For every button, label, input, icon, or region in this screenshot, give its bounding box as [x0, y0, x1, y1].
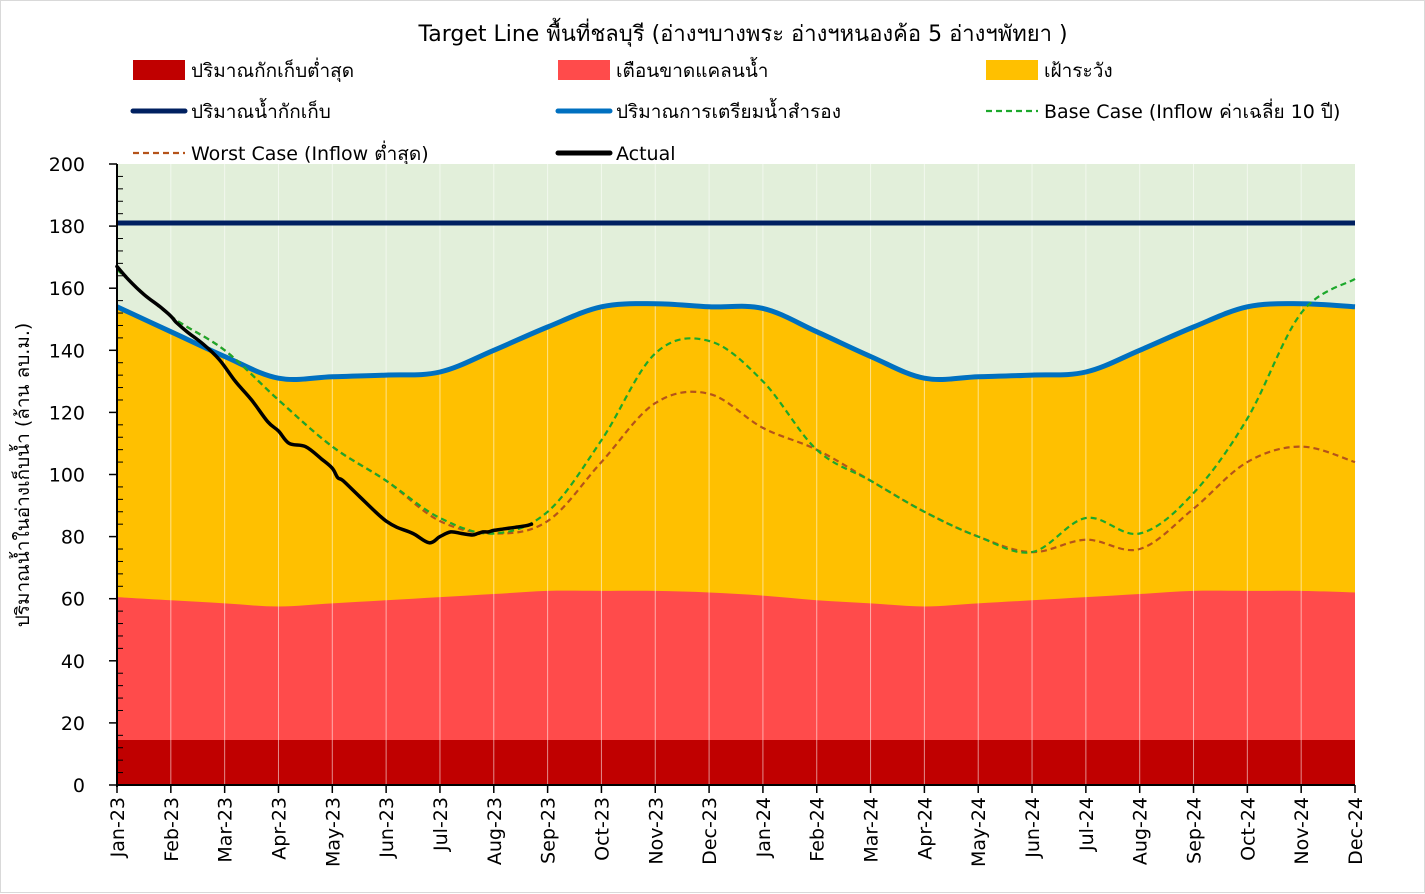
line-reserve — [115, 301, 1356, 383]
legend-item-shortage-warning: เตือนขาดแคลนน้ำ — [558, 57, 768, 82]
x-tick-label: Jul-23 — [430, 797, 452, 852]
x-tick-label: May-23 — [322, 797, 344, 867]
x-tick-label: Jun-23 — [376, 797, 398, 859]
legend-item-capacity: ปริมาณน้ำกักเก็บ — [130, 98, 331, 123]
x-tick-label: Sep-23 — [538, 797, 560, 864]
chart-title: Target Line พื้นที่ชลบุรี (อ่างฯบางพระ อ… — [417, 18, 1067, 47]
legend-item-reserve: ปริมาณการเตรียมน้ำสำรอง — [555, 98, 841, 123]
area-series — [117, 303, 1355, 785]
x-tick-label: Oct-24 — [1237, 797, 1259, 861]
x-tick-label: Nov-24 — [1291, 797, 1313, 865]
x-tick-label: Dec-24 — [1345, 797, 1367, 865]
legend-label: เตือนขาดแคลนน้ำ — [616, 57, 768, 82]
x-tick-label: Jan-23 — [107, 797, 129, 858]
legend-swatch — [133, 60, 185, 80]
legend-swatch — [558, 60, 610, 80]
legend-item-base-case: Base Case (Inflow ค่าเฉลี่ย 10 ปี) — [986, 98, 1340, 123]
y-tick-label: 180 — [49, 216, 85, 238]
legend-label: Actual — [616, 143, 676, 165]
x-tick-label: Jul-24 — [1076, 797, 1098, 852]
y-tick-label: 120 — [49, 402, 85, 424]
x-tick-label: Apr-24 — [914, 797, 936, 860]
legend-label: เฝ้าระวัง — [1044, 60, 1113, 82]
area-min_storage — [117, 740, 1355, 785]
x-tick-label: Aug-24 — [1130, 797, 1152, 865]
legend-item-min-storage: ปริมาณกักเก็บต่ำสุด — [133, 57, 354, 83]
axes: 0 20 40 60 80 100 120 140 160 180 200 Jan-23 Feb-23 M… — [49, 154, 1367, 867]
legend-label: Worst Case (Inflow ต่ำสุด) — [191, 140, 429, 166]
y-tick-label: 80 — [61, 527, 85, 549]
y-tick-label: 60 — [61, 589, 85, 611]
legend-swatch — [986, 60, 1038, 80]
y-tick-label: 200 — [49, 154, 85, 176]
x-tick-label: Dec-23 — [699, 797, 721, 865]
y-tick-label: 20 — [61, 713, 85, 735]
x-tick-label: Feb-24 — [807, 797, 829, 862]
x-tick-label: Aug-23 — [484, 797, 506, 865]
y-tick-label: 0 — [73, 775, 85, 797]
area-shortage_warning — [117, 590, 1355, 785]
x-tick-label: May-24 — [968, 797, 990, 867]
y-tick-label: 140 — [49, 340, 85, 362]
line-base-case — [116, 268, 1356, 554]
x-tick-label: Jun-24 — [1022, 797, 1044, 859]
legend-item-watch: เฝ้าระวัง — [986, 60, 1113, 82]
legend-item-actual: Actual — [555, 143, 676, 165]
x-tick-label: Apr-23 — [269, 797, 291, 860]
x-tick-label: Oct-23 — [591, 797, 613, 861]
legend-label: ปริมาณกักเก็บต่ำสุด — [191, 57, 354, 83]
legend-label: ปริมาณน้ำกักเก็บ — [191, 98, 331, 123]
line-series — [115, 220, 1356, 554]
legend-label: ปริมาณการเตรียมน้ำสำรอง — [616, 98, 841, 123]
y-tick-label: 100 — [49, 465, 85, 487]
y-tick-label: 40 — [61, 651, 85, 673]
x-tick-label: Feb-23 — [161, 797, 183, 862]
y-tick-label: 160 — [49, 278, 85, 300]
y-axis-label: ปริมาณน้ำในอ่างเก็บน้ำ (ล้าน ลบ.ม.) — [9, 323, 34, 628]
x-tick-label: Nov-23 — [645, 797, 667, 865]
x-tick-label: Jan-24 — [753, 797, 775, 858]
x-tick-label: Mar-23 — [215, 797, 237, 863]
legend: ปริมาณกักเก็บต่ำสุด เตือนขาดแคลนน้ำ เฝ้าระ… — [130, 57, 1340, 166]
legend-label: Base Case (Inflow ค่าเฉลี่ย 10 ปี) — [1044, 98, 1340, 123]
gridlines — [170, 164, 1302, 785]
x-tick-label: Mar-24 — [861, 797, 883, 863]
line-actual — [115, 264, 534, 545]
x-tick-label: Sep-24 — [1184, 797, 1206, 864]
legend-item-worst-case: Worst Case (Inflow ต่ำสุด) — [133, 140, 429, 166]
